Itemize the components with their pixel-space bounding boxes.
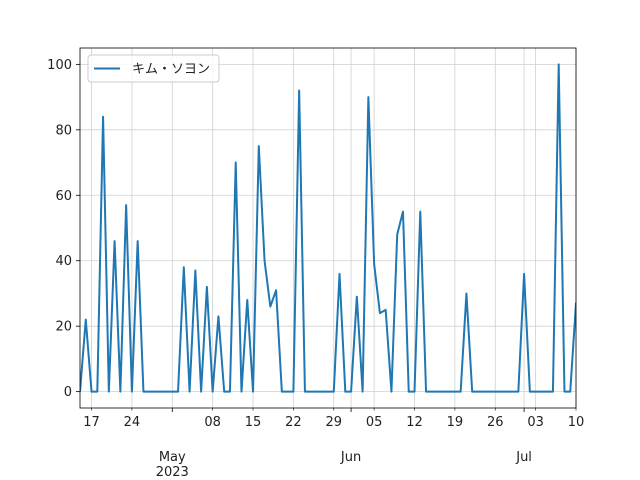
y-tick-label: 100 [47, 58, 72, 73]
legend: キム・ソヨン [87, 54, 220, 83]
gridlines [80, 48, 577, 408]
x-minor-tick-label: 03 [527, 415, 544, 430]
plot-area [80, 48, 576, 408]
x-minor-tick-label: 05 [366, 415, 383, 430]
x-major-tick-label: Jun [340, 450, 361, 465]
y-tick-label: 20 [55, 320, 72, 335]
y-axis: 0 20 40 60 80 100 [47, 58, 80, 400]
plot-frame [79, 47, 577, 409]
x-minor-tick-label: 22 [285, 415, 302, 430]
legend-label: キム・ソヨン [132, 62, 210, 77]
y-tick-label: 40 [55, 254, 72, 269]
x-minor-tick-label: 24 [124, 415, 141, 430]
series-layer [80, 63, 576, 393]
x-minor-tick-label: 10 [568, 415, 585, 430]
legend-box [87, 54, 220, 83]
x-major-tick-label: May [159, 450, 186, 465]
x-minor-tick-label: 19 [447, 415, 464, 430]
y-tick-label: 80 [55, 123, 72, 138]
x-minor-tick-label: 08 [204, 415, 221, 430]
x-major-tick-label: Jul [515, 450, 532, 465]
x-year-label: 2023 [156, 465, 189, 480]
x-minor-tick-label: 26 [487, 415, 504, 430]
x-minor-tick-label: 12 [406, 415, 423, 430]
x-minor-tick-label: 29 [325, 415, 342, 430]
y-tick-label: 60 [55, 189, 72, 204]
series-line [80, 63, 576, 393]
y-tick-label: 0 [64, 385, 72, 400]
x-minor-tick-label: 15 [245, 415, 262, 430]
x-minor-tick-label: 17 [83, 415, 100, 430]
